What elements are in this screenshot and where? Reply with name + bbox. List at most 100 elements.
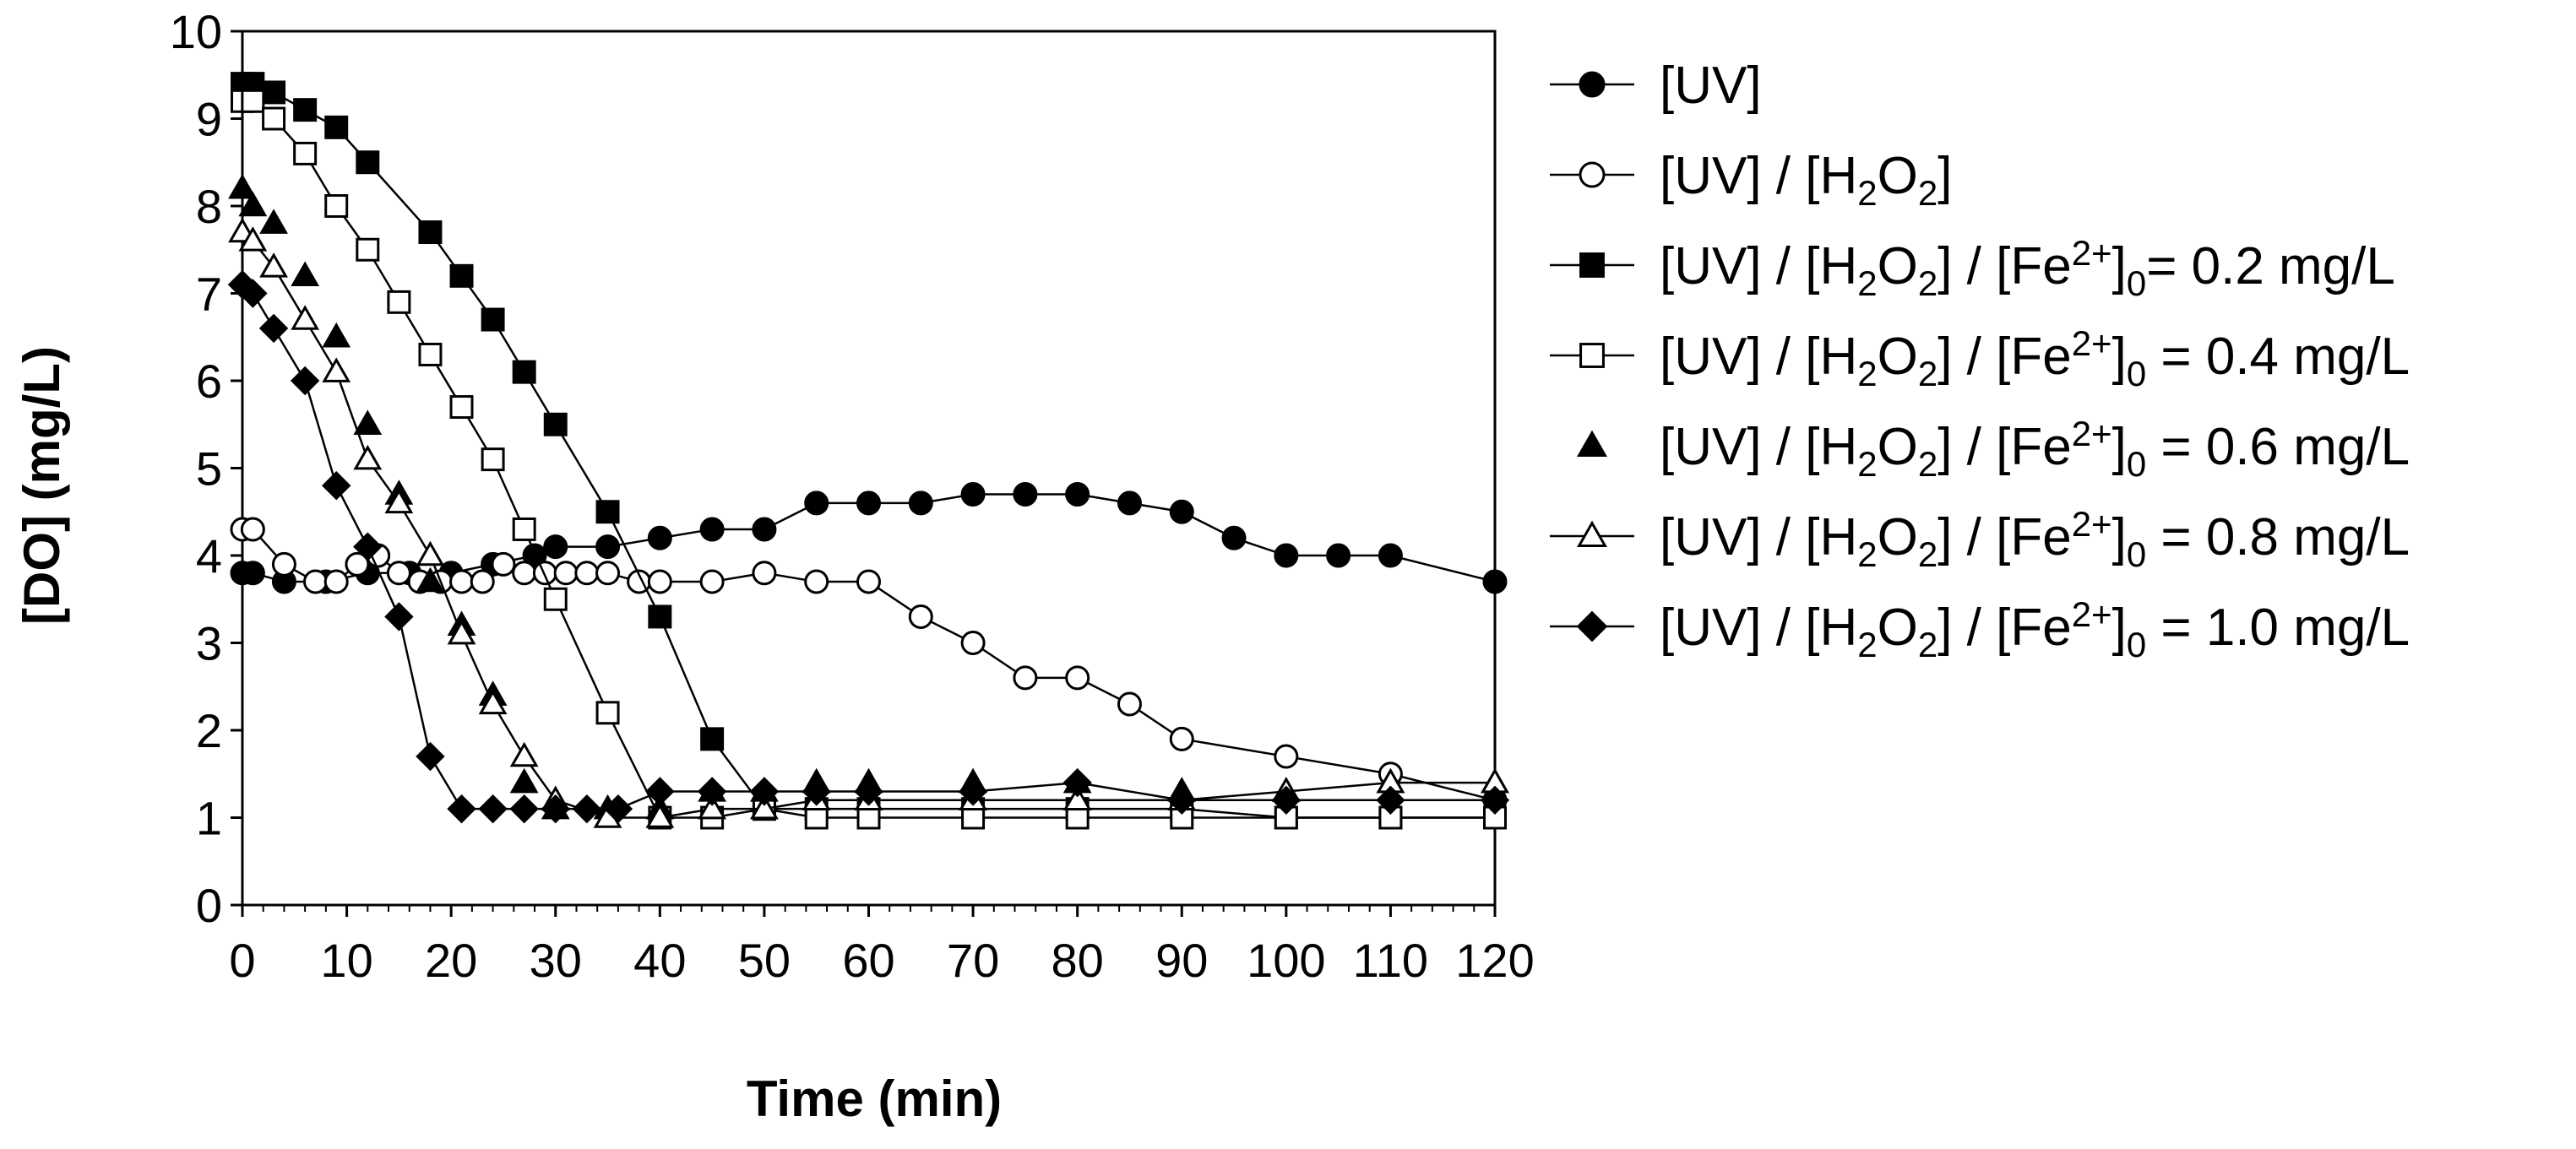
- data-point-uv: [1274, 543, 1299, 568]
- legend-label-part: 2: [1857, 354, 1877, 393]
- data-point-uv: [522, 543, 547, 568]
- series-fe04: [231, 89, 1507, 830]
- x-tick-label: 90: [1155, 934, 1208, 987]
- data-point-fe10: [572, 794, 602, 824]
- data-point-fe06: [238, 191, 268, 217]
- data-point-fe10: [1271, 785, 1302, 816]
- legend-item-fe06: [UV] / [H2​O2​] / [Fe2+​]0​ = 0.6 mg/L: [1577, 414, 2410, 484]
- data-point-uv_h2o2: [553, 561, 579, 586]
- legend-label-part: [UV] / [H: [1660, 508, 1857, 566]
- data-point-fe10: [416, 741, 445, 772]
- data-point-fe06: [322, 322, 351, 348]
- legend-label-part: [UV]: [1660, 57, 1762, 115]
- data-point-fe10: [353, 532, 383, 561]
- legend-label-part: O: [1878, 237, 1918, 295]
- data-point-fe10: [645, 777, 675, 806]
- data-point-uv: [1378, 543, 1403, 568]
- legend-label-part: = 0.8 mg/L: [2146, 508, 2410, 566]
- data-point-uv: [908, 490, 933, 516]
- data-point-fe02: [449, 263, 474, 288]
- data-point-uv: [595, 534, 621, 560]
- series-line-fe02: [242, 82, 1495, 819]
- data-point-uv_h2o2: [271, 551, 296, 577]
- data-point-fe08: [291, 305, 320, 330]
- legend-label-part: = 0.4 mg/L: [2146, 328, 2410, 386]
- legend-label-part: 2: [1857, 173, 1877, 213]
- data-point-fe06: [228, 173, 257, 199]
- data-point-uv_h2o2: [470, 569, 495, 594]
- legend-label-part: O: [1878, 599, 1918, 657]
- data-point-fe02: [262, 80, 286, 105]
- data-point-fe04: [449, 395, 474, 420]
- legend-label-part: ] / [Fe: [1937, 237, 2071, 295]
- series-fe08: [228, 217, 1509, 828]
- data-point-uv_h2o2: [908, 604, 933, 629]
- data-point-fe08: [259, 252, 288, 278]
- data-point-fe02: [543, 412, 568, 436]
- data-point-uv: [1482, 569, 1508, 594]
- legend-label-part: ]: [2112, 599, 2127, 657]
- data-point-fe04: [387, 290, 411, 314]
- data-point-fe10: [541, 794, 570, 824]
- data-point-fe10: [447, 794, 476, 824]
- data-point-fe08: [698, 794, 727, 820]
- data-point-uv: [1065, 482, 1090, 507]
- y-tick-label: 1: [196, 792, 222, 845]
- legend-label-part: [UV] / [H: [1660, 147, 1857, 205]
- data-point-uv_h2o2: [1117, 691, 1142, 717]
- x-tick-label: 100: [1247, 934, 1325, 987]
- legend-item-fe10: [UV] / [H2​O2​] / [Fe2+​]0​ = 1.0 mg/L: [1550, 594, 2410, 664]
- data-point-uv_h2o2: [240, 517, 265, 542]
- legend-label-part: = 1.0 mg/L: [2146, 599, 2410, 657]
- legend-label-part: 0: [2127, 444, 2146, 484]
- y-tick-label: 7: [196, 268, 222, 321]
- data-point-fe10: [958, 777, 988, 806]
- legend-label-part: = 0.6 mg/L: [2146, 418, 2410, 476]
- legend-label-part: 2: [1918, 534, 1937, 574]
- data-point-uv_h2o2: [804, 569, 829, 594]
- data-point-uv_h2o2: [856, 569, 881, 594]
- y-axis-title: [DO] (mg/L): [14, 346, 70, 625]
- legend-label-part: [UV] / [H: [1660, 418, 1857, 476]
- data-point-fe08: [447, 619, 476, 645]
- legend-item-fe02: [UV] / [H2​O2​] / [Fe2+​]0​= 0.2 mg/L: [1550, 233, 2395, 303]
- data-point-fe06: [509, 767, 539, 794]
- legend-marker: [1579, 161, 1606, 188]
- data-point-fe02: [324, 115, 349, 139]
- data-point-fe10: [478, 794, 508, 824]
- legend-marker: [1577, 520, 1607, 548]
- data-point-fe10: [384, 602, 414, 631]
- legend-label-part: 2: [1918, 625, 1937, 664]
- x-tick-label: 0: [229, 934, 255, 987]
- legend-label-part: 2: [1857, 625, 1877, 664]
- legend-label-part: 2+: [2072, 233, 2112, 273]
- data-point-fe02: [595, 500, 620, 524]
- data-point-fe04: [293, 141, 318, 165]
- legend-marker: [1579, 343, 1605, 368]
- legend-label-part: ] / [Fe: [1937, 599, 2071, 657]
- data-point-fe08: [384, 488, 414, 514]
- data-point-fe10: [509, 794, 539, 824]
- legend-marker: [1576, 610, 1608, 642]
- series-line-fe08: [242, 231, 1495, 819]
- data-point-fe04: [262, 106, 286, 131]
- legend-label: [UV] / [H2​O2​] / [Fe2+​]0​ = 1.0 mg/L: [1660, 594, 2410, 664]
- data-point-uv_h2o2: [303, 569, 329, 594]
- data-point-fe04: [356, 237, 380, 262]
- data-point-uv: [1013, 482, 1038, 507]
- data-point-fe10: [1167, 785, 1197, 816]
- data-point-fe10: [854, 777, 883, 806]
- series-uv_h2o2: [230, 517, 1508, 813]
- legend-label-part: 2: [1857, 444, 1877, 484]
- legend-item-uv_h2o2: [UV] / [H2​O2​]: [1550, 147, 1952, 213]
- data-point-uv_h2o2: [752, 561, 777, 586]
- data-point-fe10: [238, 279, 268, 308]
- x-tick-label: 20: [425, 934, 477, 987]
- legend-marker: [1579, 252, 1605, 278]
- data-point-fe10: [322, 470, 351, 501]
- legend-label-part: [UV] / [H: [1660, 237, 1857, 295]
- data-point-uv: [752, 517, 777, 542]
- legend-label: [UV] / [H2​O2​] / [Fe2+​]0​ = 0.8 mg/L: [1660, 504, 2410, 574]
